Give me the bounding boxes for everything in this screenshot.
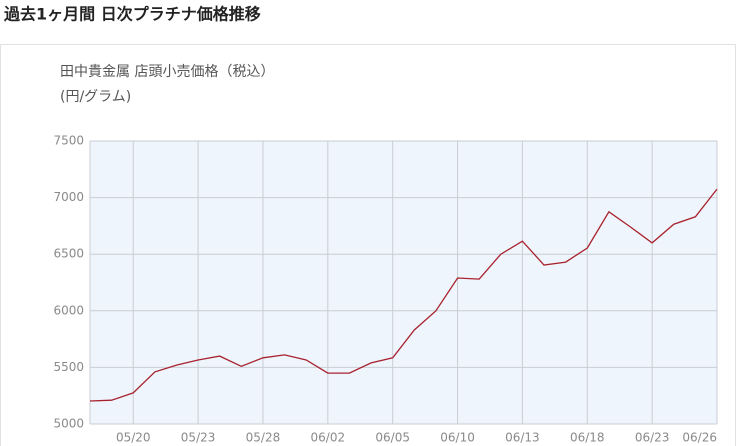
x-tick-label: 06/13 xyxy=(505,431,540,445)
plot-area xyxy=(90,141,717,424)
x-tick-label: 06/10 xyxy=(440,431,475,445)
x-tick-label: 06/05 xyxy=(375,431,410,445)
y-tick-label: 6500 xyxy=(53,247,84,261)
y-tick-label: 5000 xyxy=(53,417,84,431)
x-tick-label: 06/26 xyxy=(682,431,717,445)
x-tick-label: 05/20 xyxy=(116,431,151,445)
x-tick-label: 06/02 xyxy=(311,431,346,445)
price-line xyxy=(89,188,718,402)
y-tick-label: 7500 xyxy=(53,134,84,148)
y-tick-label: 6000 xyxy=(53,303,84,317)
y-tick-label: 7000 xyxy=(53,190,84,204)
x-tick-label: 05/28 xyxy=(246,431,281,445)
y-tick-label: 5500 xyxy=(53,360,84,374)
x-tick-label: 06/23 xyxy=(635,431,670,445)
y-axis-label: (円/グラム) xyxy=(60,89,131,105)
x-tick-label: 05/23 xyxy=(181,431,216,445)
x-tick-label: 06/18 xyxy=(570,431,605,445)
chart-title: 過去1ヶ月間 日次プラチナ価格推移 xyxy=(3,5,261,24)
chart-subtitle: 田中貴金属 店頭小売価格（税込） xyxy=(60,64,274,80)
